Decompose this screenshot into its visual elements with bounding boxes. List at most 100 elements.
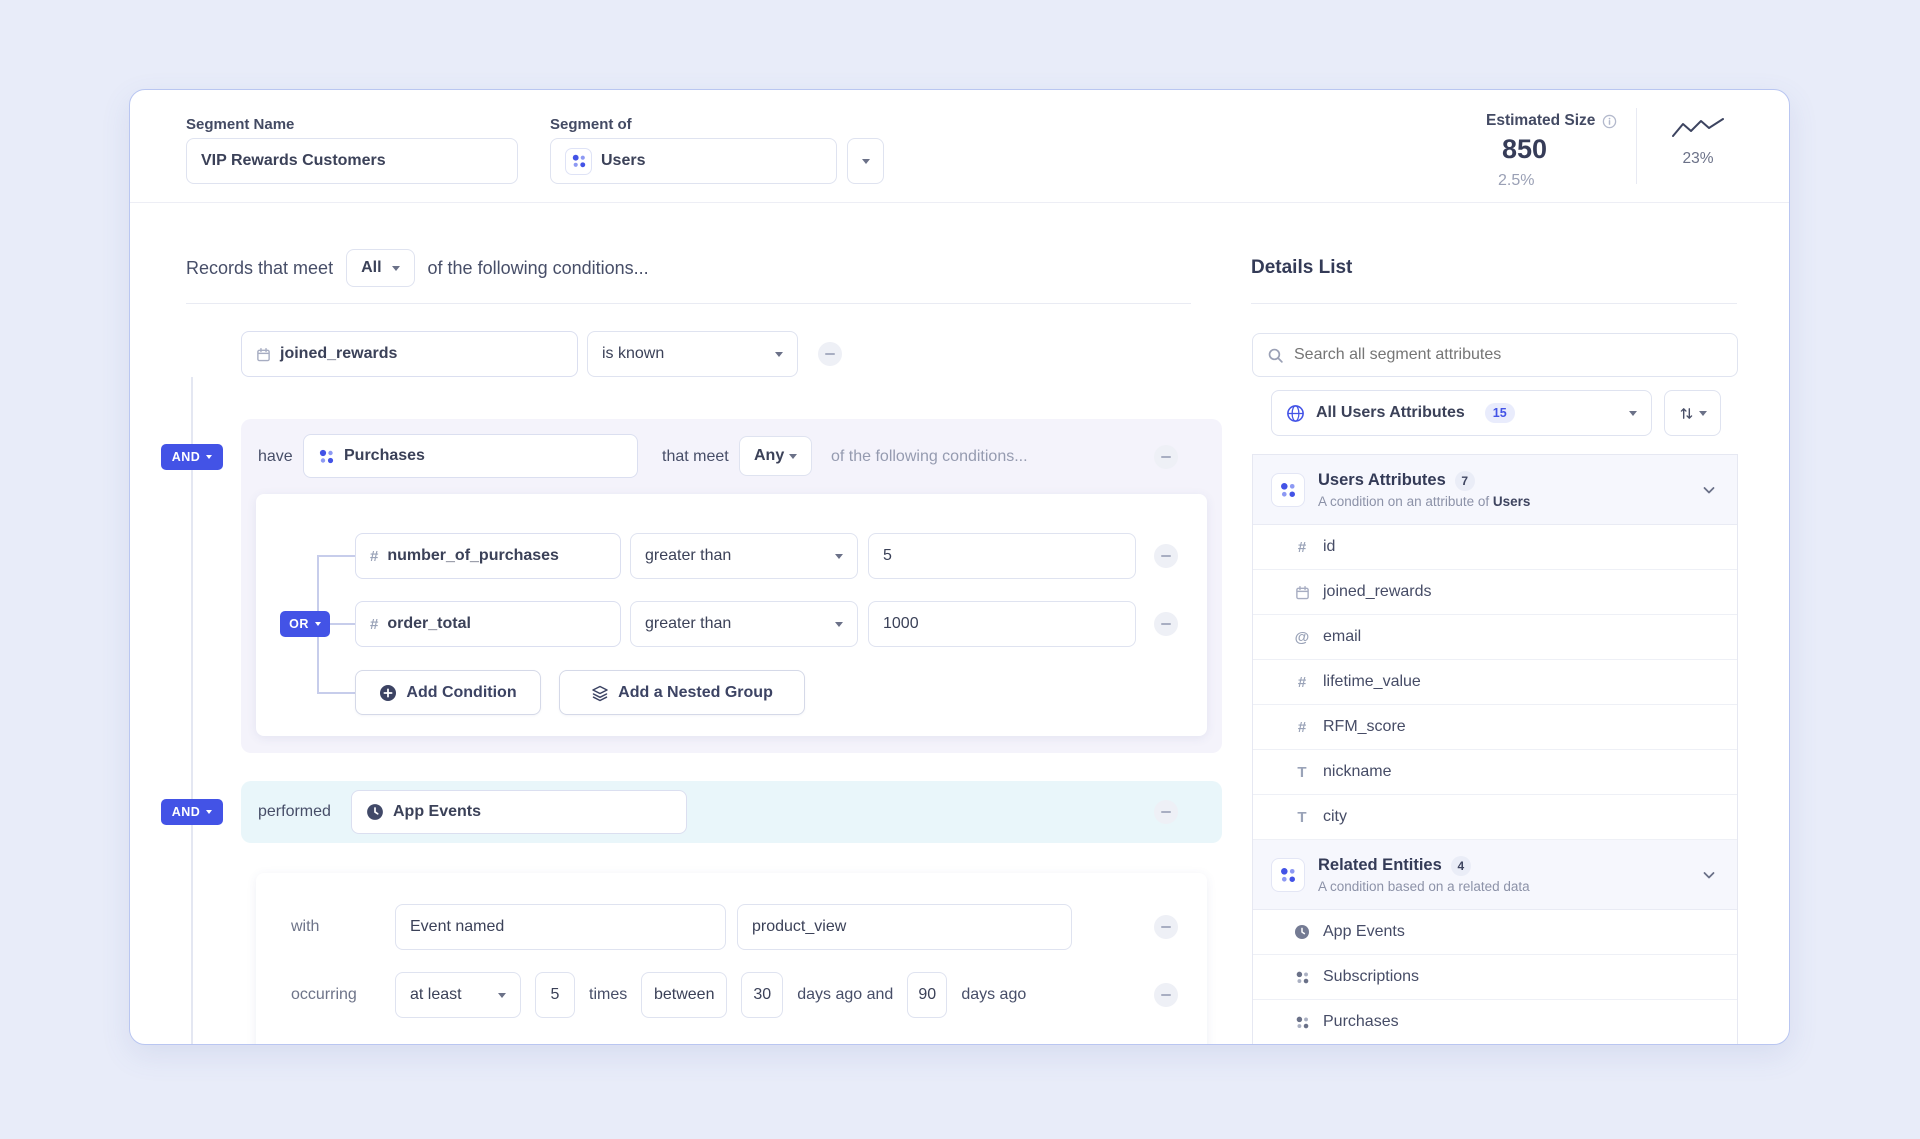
records-prefix: Records that meet bbox=[186, 257, 334, 278]
nested-condition-row: # number_of_purchases greater than bbox=[355, 533, 1178, 579]
add-condition-button[interactable]: Add Condition bbox=[355, 670, 541, 715]
info-icon[interactable] bbox=[1602, 114, 1617, 129]
clock-icon bbox=[1293, 924, 1311, 940]
source-count-badge: 15 bbox=[1484, 403, 1515, 423]
attribute-source-select[interactable]: All Users Attributes 15 bbox=[1271, 390, 1652, 436]
range-end-input[interactable] bbox=[907, 972, 948, 1018]
condition-row-joined-rewards: joined_rewards is known bbox=[241, 331, 798, 377]
at-icon: @ bbox=[1294, 628, 1310, 646]
attribute-row[interactable]: @ email bbox=[1253, 615, 1737, 660]
condition-operator-select[interactable]: is known bbox=[587, 331, 798, 377]
section-header-related-entities[interactable]: Related Entities 4 A condition based on … bbox=[1253, 840, 1737, 910]
remove-condition-button[interactable] bbox=[1154, 915, 1178, 939]
remove-condition-button[interactable] bbox=[1154, 983, 1178, 1007]
frequency-value-input[interactable] bbox=[535, 972, 575, 1018]
remove-condition-button[interactable] bbox=[1154, 612, 1178, 636]
remove-condition-button[interactable] bbox=[1154, 544, 1178, 568]
hash-icon: # bbox=[1297, 718, 1307, 736]
and-operator-pill[interactable]: AND bbox=[161, 444, 223, 470]
segment-of-label: Segment of bbox=[550, 116, 632, 133]
event-occurring-row: occurring at least times between days ag… bbox=[291, 972, 1178, 1018]
event-conditions-panel: with Event named occurring at least time… bbox=[256, 873, 1207, 1044]
chevron-down-icon bbox=[1701, 482, 1717, 498]
range-start-input[interactable] bbox=[741, 972, 784, 1018]
estimated-size-value: 850 bbox=[1502, 134, 1548, 164]
and-operator-pill[interactable]: AND bbox=[161, 799, 223, 825]
entity-row[interactable]: App Events bbox=[1253, 910, 1737, 955]
entity-chip-purchases[interactable]: Purchases bbox=[303, 434, 638, 478]
days-ago-label: days ago bbox=[961, 986, 1027, 1003]
event-name-input[interactable] bbox=[737, 904, 1072, 950]
clock-icon bbox=[366, 803, 384, 821]
group-suffix-label: of the following conditions... bbox=[831, 447, 1028, 465]
search-icon bbox=[1267, 347, 1284, 364]
events-group-header: performed App Events bbox=[241, 781, 1222, 843]
details-divider bbox=[1251, 303, 1737, 304]
group-prefix-label: have bbox=[258, 447, 293, 465]
attribute-search-input[interactable] bbox=[1294, 335, 1723, 375]
attribute-row[interactable]: # RFM_score bbox=[1253, 705, 1737, 750]
text-type-icon: T bbox=[1297, 808, 1307, 826]
entity-chip-app-events[interactable]: App Events bbox=[351, 790, 687, 834]
attribute-row[interactable]: T nickname bbox=[1253, 750, 1737, 795]
hash-icon: # bbox=[1297, 538, 1307, 556]
segment-of-expand-button[interactable] bbox=[847, 138, 884, 184]
hash-icon: # bbox=[370, 615, 379, 633]
remove-group-button[interactable] bbox=[1154, 800, 1178, 824]
condition-field-chip[interactable]: # number_of_purchases bbox=[355, 533, 621, 579]
frequency-operator-select[interactable]: at least bbox=[395, 972, 521, 1018]
group-prefix-label: performed bbox=[258, 803, 331, 820]
attribute-list: Users Attributes 7 A condition on an att… bbox=[1252, 454, 1738, 1044]
estimated-size-label: Estimated Size bbox=[1486, 112, 1596, 129]
group-match-mode-select[interactable]: Any bbox=[739, 436, 812, 476]
text-type-icon: T bbox=[1297, 763, 1307, 781]
segment-of-value: Users bbox=[601, 152, 646, 169]
globe-icon bbox=[1286, 403, 1305, 423]
estimated-size-percent: 2.5% bbox=[1498, 172, 1535, 189]
attribute-row[interactable]: joined_rewards bbox=[1253, 570, 1737, 615]
users-attributes-icon bbox=[1271, 472, 1305, 507]
estimated-size-header: Estimated Size bbox=[1486, 112, 1617, 130]
entity-row[interactable]: Subscriptions bbox=[1253, 955, 1737, 1000]
hash-icon: # bbox=[1297, 673, 1307, 691]
condition-field-chip[interactable]: joined_rewards bbox=[241, 331, 578, 377]
attribute-row[interactable]: # id bbox=[1253, 525, 1737, 570]
or-operator-pill[interactable]: OR bbox=[280, 611, 330, 637]
calendar-icon bbox=[256, 347, 271, 362]
segment-name-input[interactable] bbox=[186, 138, 518, 184]
condition-field-chip[interactable]: # order_total bbox=[355, 601, 621, 647]
dots-icon bbox=[1293, 1015, 1311, 1030]
attribute-row[interactable]: # lifetime_value bbox=[1253, 660, 1737, 705]
calendar-icon bbox=[1293, 585, 1311, 600]
sort-button[interactable] bbox=[1664, 390, 1721, 436]
users-entity-icon bbox=[565, 147, 592, 175]
range-operator-select[interactable]: between bbox=[641, 972, 728, 1018]
remove-condition-button[interactable] bbox=[818, 342, 842, 366]
days-ago-and-label: days ago and bbox=[797, 986, 894, 1003]
remove-group-button[interactable] bbox=[1154, 445, 1178, 469]
condition-value-input[interactable] bbox=[868, 533, 1136, 579]
attribute-search-box bbox=[1252, 333, 1738, 377]
add-nested-group-button[interactable]: Add a Nested Group bbox=[559, 670, 805, 715]
occurring-label: occurring bbox=[291, 986, 357, 1003]
condition-value-input[interactable] bbox=[868, 601, 1136, 647]
event-name-selector[interactable]: Event named bbox=[395, 904, 726, 950]
purchases-entity-icon bbox=[318, 448, 335, 465]
event-with-row: with Event named bbox=[291, 904, 1178, 950]
dots-icon bbox=[1293, 970, 1311, 985]
hash-icon: # bbox=[370, 547, 379, 565]
condition-operator-select[interactable]: greater than bbox=[630, 601, 858, 647]
tree-connector-stub bbox=[317, 623, 355, 625]
entity-row[interactable]: Purchases bbox=[1253, 1000, 1737, 1044]
details-title: Details List bbox=[1251, 257, 1353, 278]
layers-icon bbox=[591, 684, 609, 702]
attribute-row[interactable]: T city bbox=[1253, 795, 1737, 840]
trend-percent: 23% bbox=[1682, 150, 1714, 167]
segment-of-select[interactable]: Users bbox=[550, 138, 837, 184]
records-suffix: of the following conditions... bbox=[427, 257, 649, 278]
condition-operator-select[interactable]: greater than bbox=[630, 533, 858, 579]
related-entities-icon bbox=[1271, 857, 1305, 892]
match-mode-select[interactable]: All bbox=[346, 249, 415, 287]
trend-sparkline bbox=[1670, 116, 1726, 149]
section-header-users-attributes[interactable]: Users Attributes 7 A condition on an att… bbox=[1253, 455, 1737, 525]
